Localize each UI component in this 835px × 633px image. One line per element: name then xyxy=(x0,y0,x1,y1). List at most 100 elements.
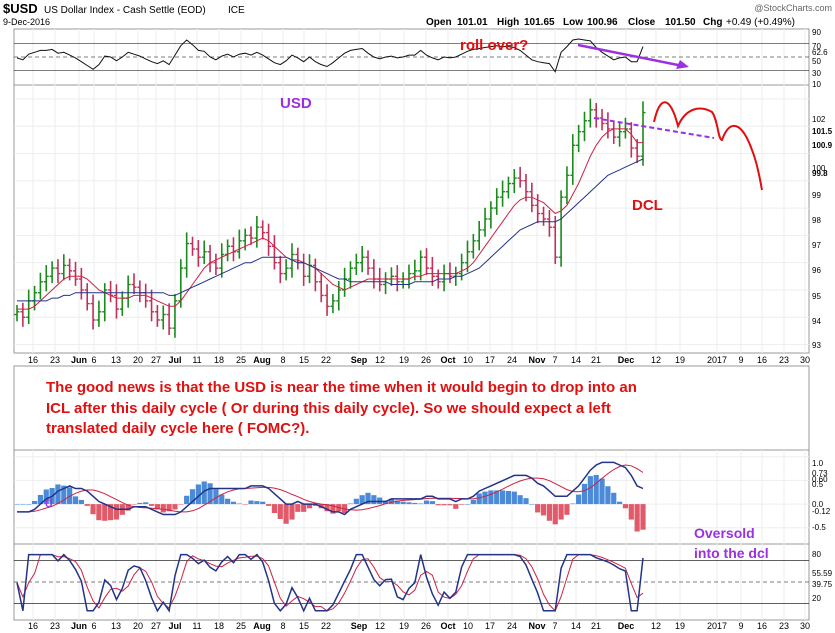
dcl-annotation: DCL xyxy=(632,197,663,214)
macd-y-tick-5: -0.12 xyxy=(812,507,831,516)
rsi-y-tick-4: 30 xyxy=(812,69,821,78)
price-x-tick-7: Jul xyxy=(168,355,181,365)
macd-hist-103 xyxy=(616,501,623,505)
price-x-tick-17: 19 xyxy=(399,355,409,365)
price-x-tick-16: 12 xyxy=(375,355,385,365)
price-x-tick-1: 23 xyxy=(50,355,60,365)
macd-hist-77 xyxy=(464,504,471,505)
chart-symbol: $USD xyxy=(3,1,38,16)
price-ma-short-line xyxy=(17,128,643,310)
macd-hist-68 xyxy=(412,502,418,505)
macd-hist-89 xyxy=(535,504,541,513)
macd-hist-38 xyxy=(236,503,242,505)
macd-hist-14 xyxy=(96,504,102,521)
macd-y-tick-2: 0.60 xyxy=(812,475,828,484)
rsi-y-tick-3: 50 xyxy=(812,57,821,66)
stoch-x-tick-19: Oct xyxy=(440,621,455,631)
macd-hist-99 xyxy=(593,474,599,505)
low-label: Low xyxy=(563,17,583,28)
price-x-tick-32: 16 xyxy=(757,355,767,365)
note-line-2: ICL after this daily cycle ( Or during t… xyxy=(46,400,611,417)
macd-hist-95 xyxy=(570,503,576,505)
price-x-tick-0: 16 xyxy=(28,355,38,365)
macd-hist-27 xyxy=(172,504,178,510)
macd-hist-26 xyxy=(166,504,172,512)
macd-hist-51 xyxy=(312,504,318,506)
price-x-tick-10: 25 xyxy=(236,355,246,365)
high-value: 101.65 xyxy=(524,17,555,28)
stoch-x-tick-17: 19 xyxy=(399,621,409,631)
price-x-tick-30: 2017 xyxy=(707,355,727,365)
macd-hist-35 xyxy=(219,494,225,505)
oversold-annotation-1: Oversold xyxy=(694,525,755,541)
price-x-tick-13: 15 xyxy=(299,355,309,365)
macd-hist-104 xyxy=(622,504,629,509)
macd-hist-28 xyxy=(178,504,184,505)
low-value: 100.96 xyxy=(587,17,618,28)
macd-hist-24 xyxy=(154,504,161,510)
price-x-tick-20: 10 xyxy=(463,355,473,365)
price-x-tick-6: 27 xyxy=(151,355,161,365)
stoch-y-tick-0: 80 xyxy=(812,550,821,559)
stoch-y-tick-1: 55.59 xyxy=(812,569,833,578)
macd-y-tick-1: 0.73 xyxy=(812,469,828,478)
macd-hist-76 xyxy=(459,504,465,505)
macd-hist-102 xyxy=(611,492,617,505)
macd-hist-17 xyxy=(113,504,120,520)
chart-date: 9-Dec-2016 xyxy=(3,17,50,27)
open-value: 101.01 xyxy=(457,17,488,28)
price-x-tick-3: 6 xyxy=(91,355,96,365)
macd-y-tick-0: 1.0 xyxy=(812,459,824,468)
close-value: 101.50 xyxy=(665,17,696,28)
macd-hist-46 xyxy=(283,504,289,524)
macd-hist-64 xyxy=(388,498,395,505)
macd-hist-81 xyxy=(488,490,494,505)
price-y-tick-4: 99.8 xyxy=(812,169,828,178)
macd-hist-59 xyxy=(359,495,365,505)
macd-hist-22 xyxy=(143,502,149,505)
macd-hist-71 xyxy=(429,501,435,505)
price-y-tick-5: 99 xyxy=(812,191,821,200)
macd-hist-16 xyxy=(108,504,114,521)
price-y-tick-8: 96 xyxy=(812,266,821,275)
macd-hist-39 xyxy=(242,504,248,505)
price-x-tick-25: 14 xyxy=(571,355,581,365)
price-y-tick-3: 100 xyxy=(812,164,826,173)
macd-hist-12 xyxy=(84,504,90,506)
macd-y-tick-3: 0.5 xyxy=(812,480,824,489)
macd-hist-47 xyxy=(289,504,295,520)
macd-hist-10 xyxy=(72,496,79,505)
macd-hist-88 xyxy=(529,504,535,505)
price-x-tick-34: 30 xyxy=(800,355,810,365)
macd-hist-49 xyxy=(301,504,307,512)
macd-hist-67 xyxy=(406,502,412,505)
price-x-tick-23: Nov xyxy=(528,355,545,365)
projected-cycle-curve xyxy=(653,101,763,191)
macd-hist-94 xyxy=(564,504,570,515)
roll-over-arrowhead xyxy=(676,60,689,69)
macd-hist-13 xyxy=(90,504,96,515)
stoch-x-tick-0: 16 xyxy=(28,621,38,631)
price-y-tick-6: 98 xyxy=(812,216,821,225)
price-y-tick-11: 93 xyxy=(812,341,821,350)
macd-hist-3 xyxy=(31,500,38,505)
chart-exchange: ICE xyxy=(228,5,245,16)
macd-hist-31 xyxy=(195,484,201,505)
macd-hist-45 xyxy=(277,504,283,519)
macd-hist-75 xyxy=(453,504,459,509)
stoch-x-tick-4: 13 xyxy=(111,621,121,631)
stoch-x-tick-34: 30 xyxy=(800,621,810,631)
stoch-x-tick-2: Jun xyxy=(71,621,87,631)
macd-hist-1 xyxy=(20,504,26,505)
stoch-x-tick-11: Aug xyxy=(253,621,271,631)
stoch-x-tick-14: 22 xyxy=(321,621,331,631)
price-x-tick-15: Sep xyxy=(351,355,368,365)
price-x-tick-8: 11 xyxy=(192,355,201,365)
price-x-tick-26: 21 xyxy=(591,355,601,365)
macd-hist-29 xyxy=(184,495,190,505)
stoch-x-tick-30: 2017 xyxy=(707,621,727,631)
macd-hist-105 xyxy=(628,504,634,520)
macd-hist-60 xyxy=(365,492,371,505)
note-line-3: translated daily cycle here ( FOMC?). xyxy=(46,420,309,437)
macd-hist-72 xyxy=(435,504,441,506)
